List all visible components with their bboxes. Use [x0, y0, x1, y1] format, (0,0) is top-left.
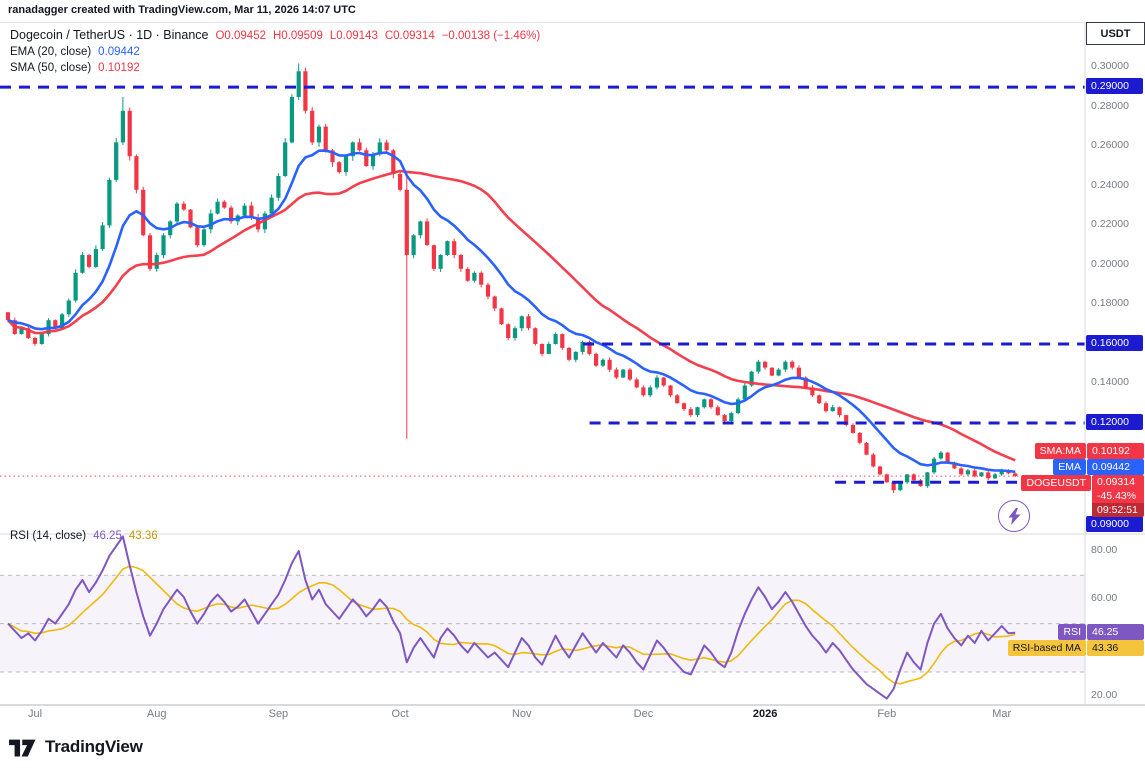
price-tick-label: 0.18000	[1091, 297, 1129, 310]
price-legend: Dogecoin / TetherUS · 1D · Binance O0.09…	[10, 28, 540, 78]
sma-axis-badge: SMA:MA 0.10192	[1034, 443, 1144, 459]
time-tick-label: Sep	[268, 708, 289, 720]
price-tick-label: 0.24000	[1091, 178, 1129, 191]
time-tick-label: Mar	[992, 708, 1012, 720]
rsi-value: 46.25	[93, 530, 122, 542]
rsi-tick-label: 60.00	[1091, 592, 1118, 605]
bar-countdown: 09:52:51	[1092, 503, 1144, 517]
level-badge-0-29: 0.29000	[1086, 78, 1143, 94]
quick-trade-button[interactable]	[998, 500, 1030, 532]
rsi-legend: RSI (14, close) 46.25 43.36	[10, 530, 158, 542]
time-tick-label: Aug	[146, 708, 167, 720]
level-badge-0-16: 0.16000	[1086, 335, 1143, 351]
ohlc-change: −0.00138 (−1.46%)	[441, 30, 541, 42]
level-badge-0-09: 0.09000	[1086, 516, 1143, 532]
last-price-change: -45.43%	[1097, 490, 1137, 502]
price-axis-currency: USDT	[1086, 22, 1145, 45]
time-tick-label: Jul	[28, 708, 43, 720]
tradingview-mark-icon	[9, 739, 36, 757]
rsi-ma-axis-badge: RSI-based MA 43.36	[1007, 640, 1144, 656]
ema-axis-badge: EMA 0.09442	[1053, 459, 1144, 475]
rsi-label: RSI (14, close)	[10, 530, 87, 542]
symbol-title: Dogecoin / TetherUS · 1D · Binance	[10, 28, 209, 42]
sma-legend-row: SMA (50, close) 0.10192	[10, 62, 540, 74]
price-tick-label: 0.26000	[1091, 139, 1129, 152]
last-price-badge: DOGEUSDT 0.09314 -45.43% 09:52:51	[1021, 475, 1144, 517]
last-price-value: 0.09314	[1097, 476, 1135, 488]
symbol-row: Dogecoin / TetherUS · 1D · Binance O0.09…	[10, 28, 540, 42]
chart-frame	[0, 22, 1145, 729]
ema-label: EMA (20, close)	[10, 46, 92, 58]
sma-label: SMA (50, close)	[10, 62, 92, 74]
rsi-tick-label: 20.00	[1091, 689, 1118, 702]
ohlc-high: H0.09509	[273, 30, 323, 42]
ema-value: 0.09442	[98, 46, 140, 58]
time-tick-label: Oct	[391, 708, 409, 720]
price-tick-label: 0.14000	[1091, 376, 1129, 389]
time-tick-label: Feb	[877, 708, 897, 720]
tradingview-logo[interactable]: TradingView	[8, 736, 143, 758]
sma-value: 0.10192	[98, 62, 140, 74]
price-tick-label: 0.20000	[1091, 257, 1129, 270]
rsi-axis-badge: RSI 46.25	[1058, 624, 1144, 640]
time-tick-label: 2026	[752, 708, 778, 720]
rsi-tick-label: 80.00	[1091, 544, 1118, 556]
lightning-icon	[1008, 507, 1020, 525]
level-badge-0-12: 0.12000	[1086, 414, 1143, 430]
rsi-ma-value: 43.36	[128, 530, 158, 542]
ohlc-low: L0.09143	[329, 30, 378, 42]
time-tick-label: Nov	[511, 708, 532, 720]
ohlc-close: C0.09314	[384, 30, 435, 42]
price-tick-label: 0.28000	[1091, 99, 1129, 112]
price-tick-label: 0.30000	[1091, 60, 1129, 73]
time-tick-label: Dec	[633, 708, 654, 720]
price-tick-label: 0.22000	[1091, 218, 1129, 231]
chart-canvas[interactable]	[0, 23, 1145, 729]
attribution-text: ranadagger created with TradingView.com,…	[8, 4, 356, 16]
ohlc-open: O0.09452	[215, 30, 266, 42]
tradingview-wordmark: TradingView	[45, 737, 143, 756]
ema-legend-row: EMA (20, close) 0.09442	[10, 46, 540, 58]
last-price-badge-values: 0.09314 -45.43% 09:52:51	[1092, 475, 1144, 517]
